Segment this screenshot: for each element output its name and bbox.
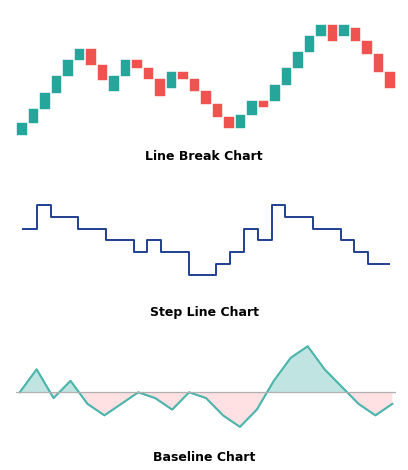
Text: Step Line Chart: Step Line Chart [149,306,259,319]
Bar [63,60,73,76]
Bar [52,76,61,93]
Bar [121,60,130,76]
Bar [86,49,96,64]
Bar [18,123,27,135]
Bar [98,64,107,80]
Bar [339,25,349,36]
Bar [201,91,211,104]
Text: Baseline Chart: Baseline Chart [153,451,255,464]
Bar [282,68,291,85]
Bar [385,72,395,88]
Bar [144,68,153,79]
Bar [224,117,234,127]
Text: Line Break Chart: Line Break Chart [145,150,263,164]
Bar [132,60,142,68]
Bar [362,41,372,54]
Bar [213,104,222,117]
Bar [40,93,50,109]
Bar [328,25,337,41]
Bar [29,109,38,123]
Bar [259,101,268,107]
Bar [190,79,199,91]
Bar [316,25,326,36]
Bar [305,36,314,52]
Bar [155,79,165,96]
Bar [75,49,84,60]
Bar [178,72,188,79]
Bar [351,28,360,41]
Bar [374,54,383,72]
Bar [236,115,245,127]
Bar [293,52,303,68]
Bar [247,101,257,115]
Bar [167,72,176,88]
Bar [271,85,280,101]
Bar [109,76,119,91]
